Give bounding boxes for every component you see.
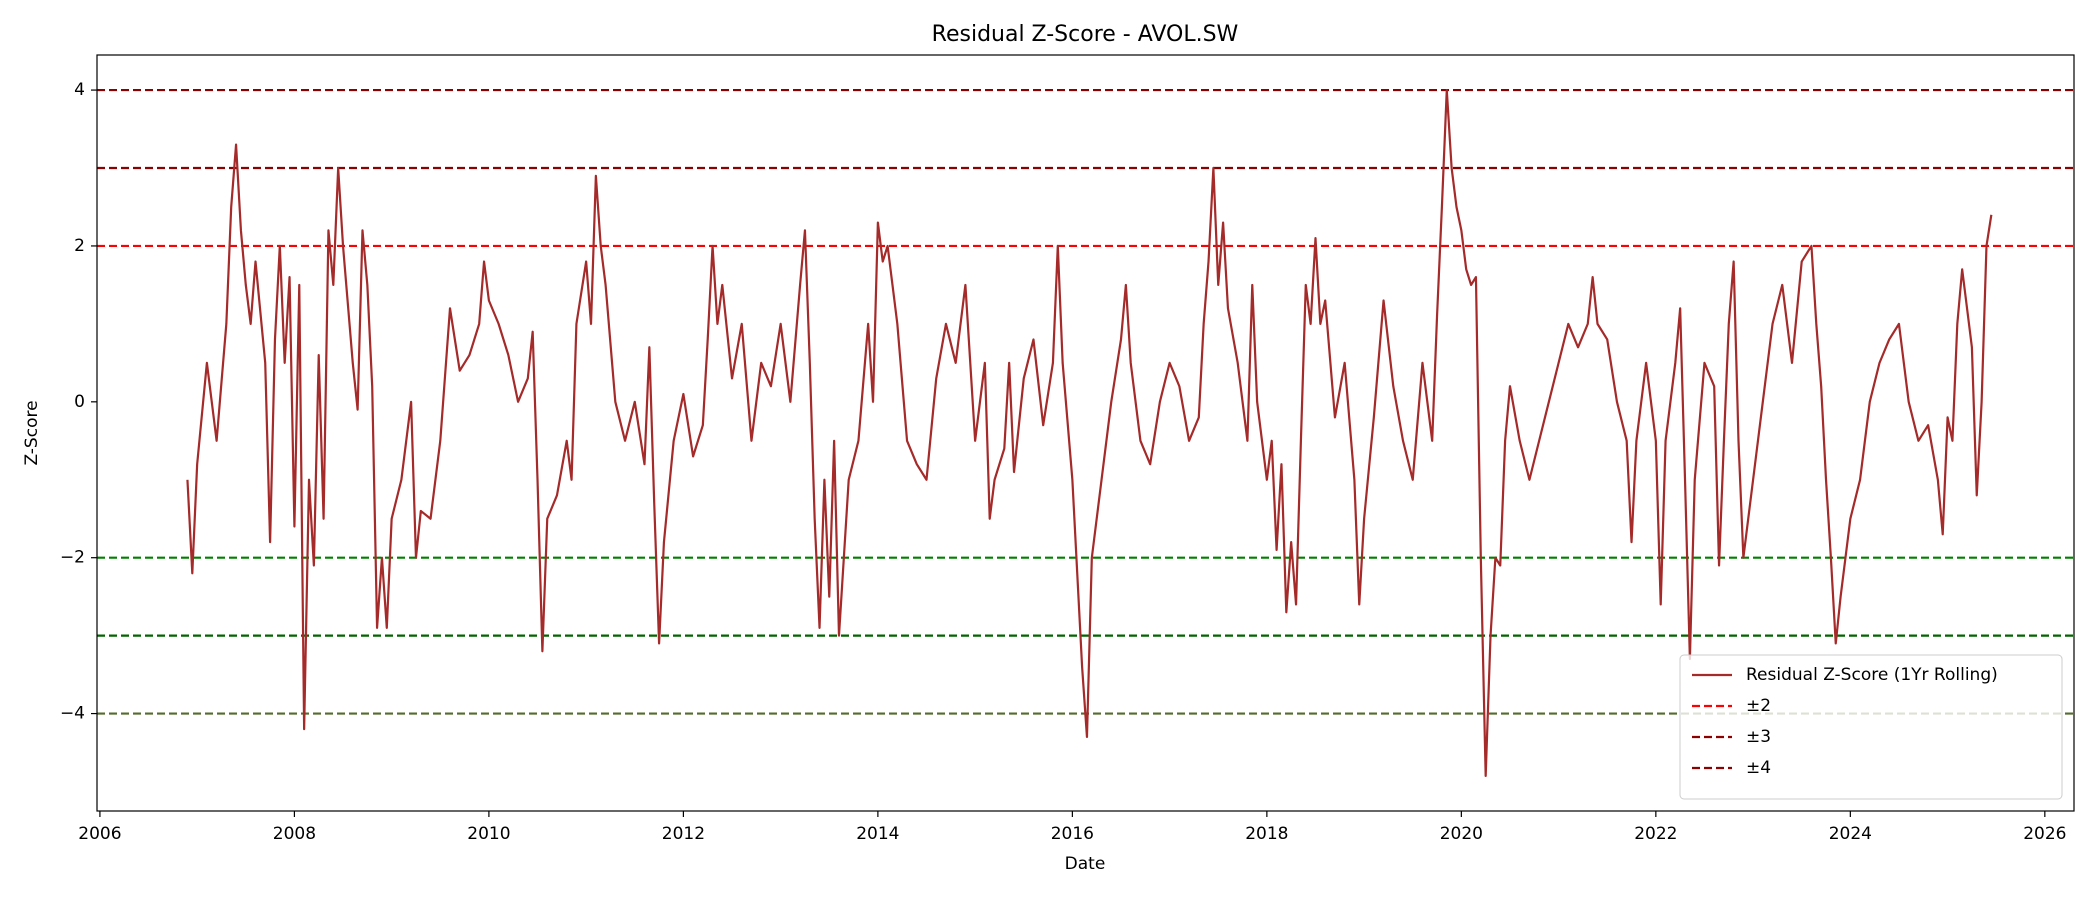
x-tick-label: 2006 bbox=[78, 824, 121, 844]
y-tick-label: −2 bbox=[60, 548, 85, 568]
y-tick-label: 2 bbox=[74, 236, 85, 256]
legend-box bbox=[1679, 654, 2063, 800]
legend-label: ±4 bbox=[1746, 758, 1771, 778]
x-tick-label: 2020 bbox=[1440, 824, 1483, 844]
x-tick-label: 2016 bbox=[1051, 824, 1094, 844]
legend-label: ±3 bbox=[1746, 727, 1771, 747]
x-tick-label: 2024 bbox=[1829, 824, 1872, 844]
x-tick-label: 2018 bbox=[1245, 824, 1288, 844]
y-tick-label: 0 bbox=[74, 392, 85, 412]
x-tick-label: 2014 bbox=[856, 824, 899, 844]
x-tick-label: 2026 bbox=[2023, 824, 2066, 844]
x-axis-label: Date bbox=[1065, 854, 1106, 874]
y-tick-label: −4 bbox=[60, 704, 85, 724]
legend-label: Residual Z-Score (1Yr Rolling) bbox=[1746, 665, 1998, 685]
x-tick-label: 2008 bbox=[273, 824, 316, 844]
y-tick-label: 4 bbox=[74, 80, 85, 100]
chart-title: Residual Z-Score - AVOL.SW bbox=[932, 22, 1239, 47]
legend-label: ±2 bbox=[1746, 696, 1771, 716]
y-axis-label: Z-Score bbox=[22, 400, 42, 465]
x-tick-label: 2012 bbox=[662, 824, 705, 844]
plot-frame bbox=[96, 54, 2075, 812]
data-line bbox=[186, 88, 1993, 778]
x-tick-label: 2022 bbox=[1634, 824, 1677, 844]
x-tick-label: 2010 bbox=[467, 824, 510, 844]
